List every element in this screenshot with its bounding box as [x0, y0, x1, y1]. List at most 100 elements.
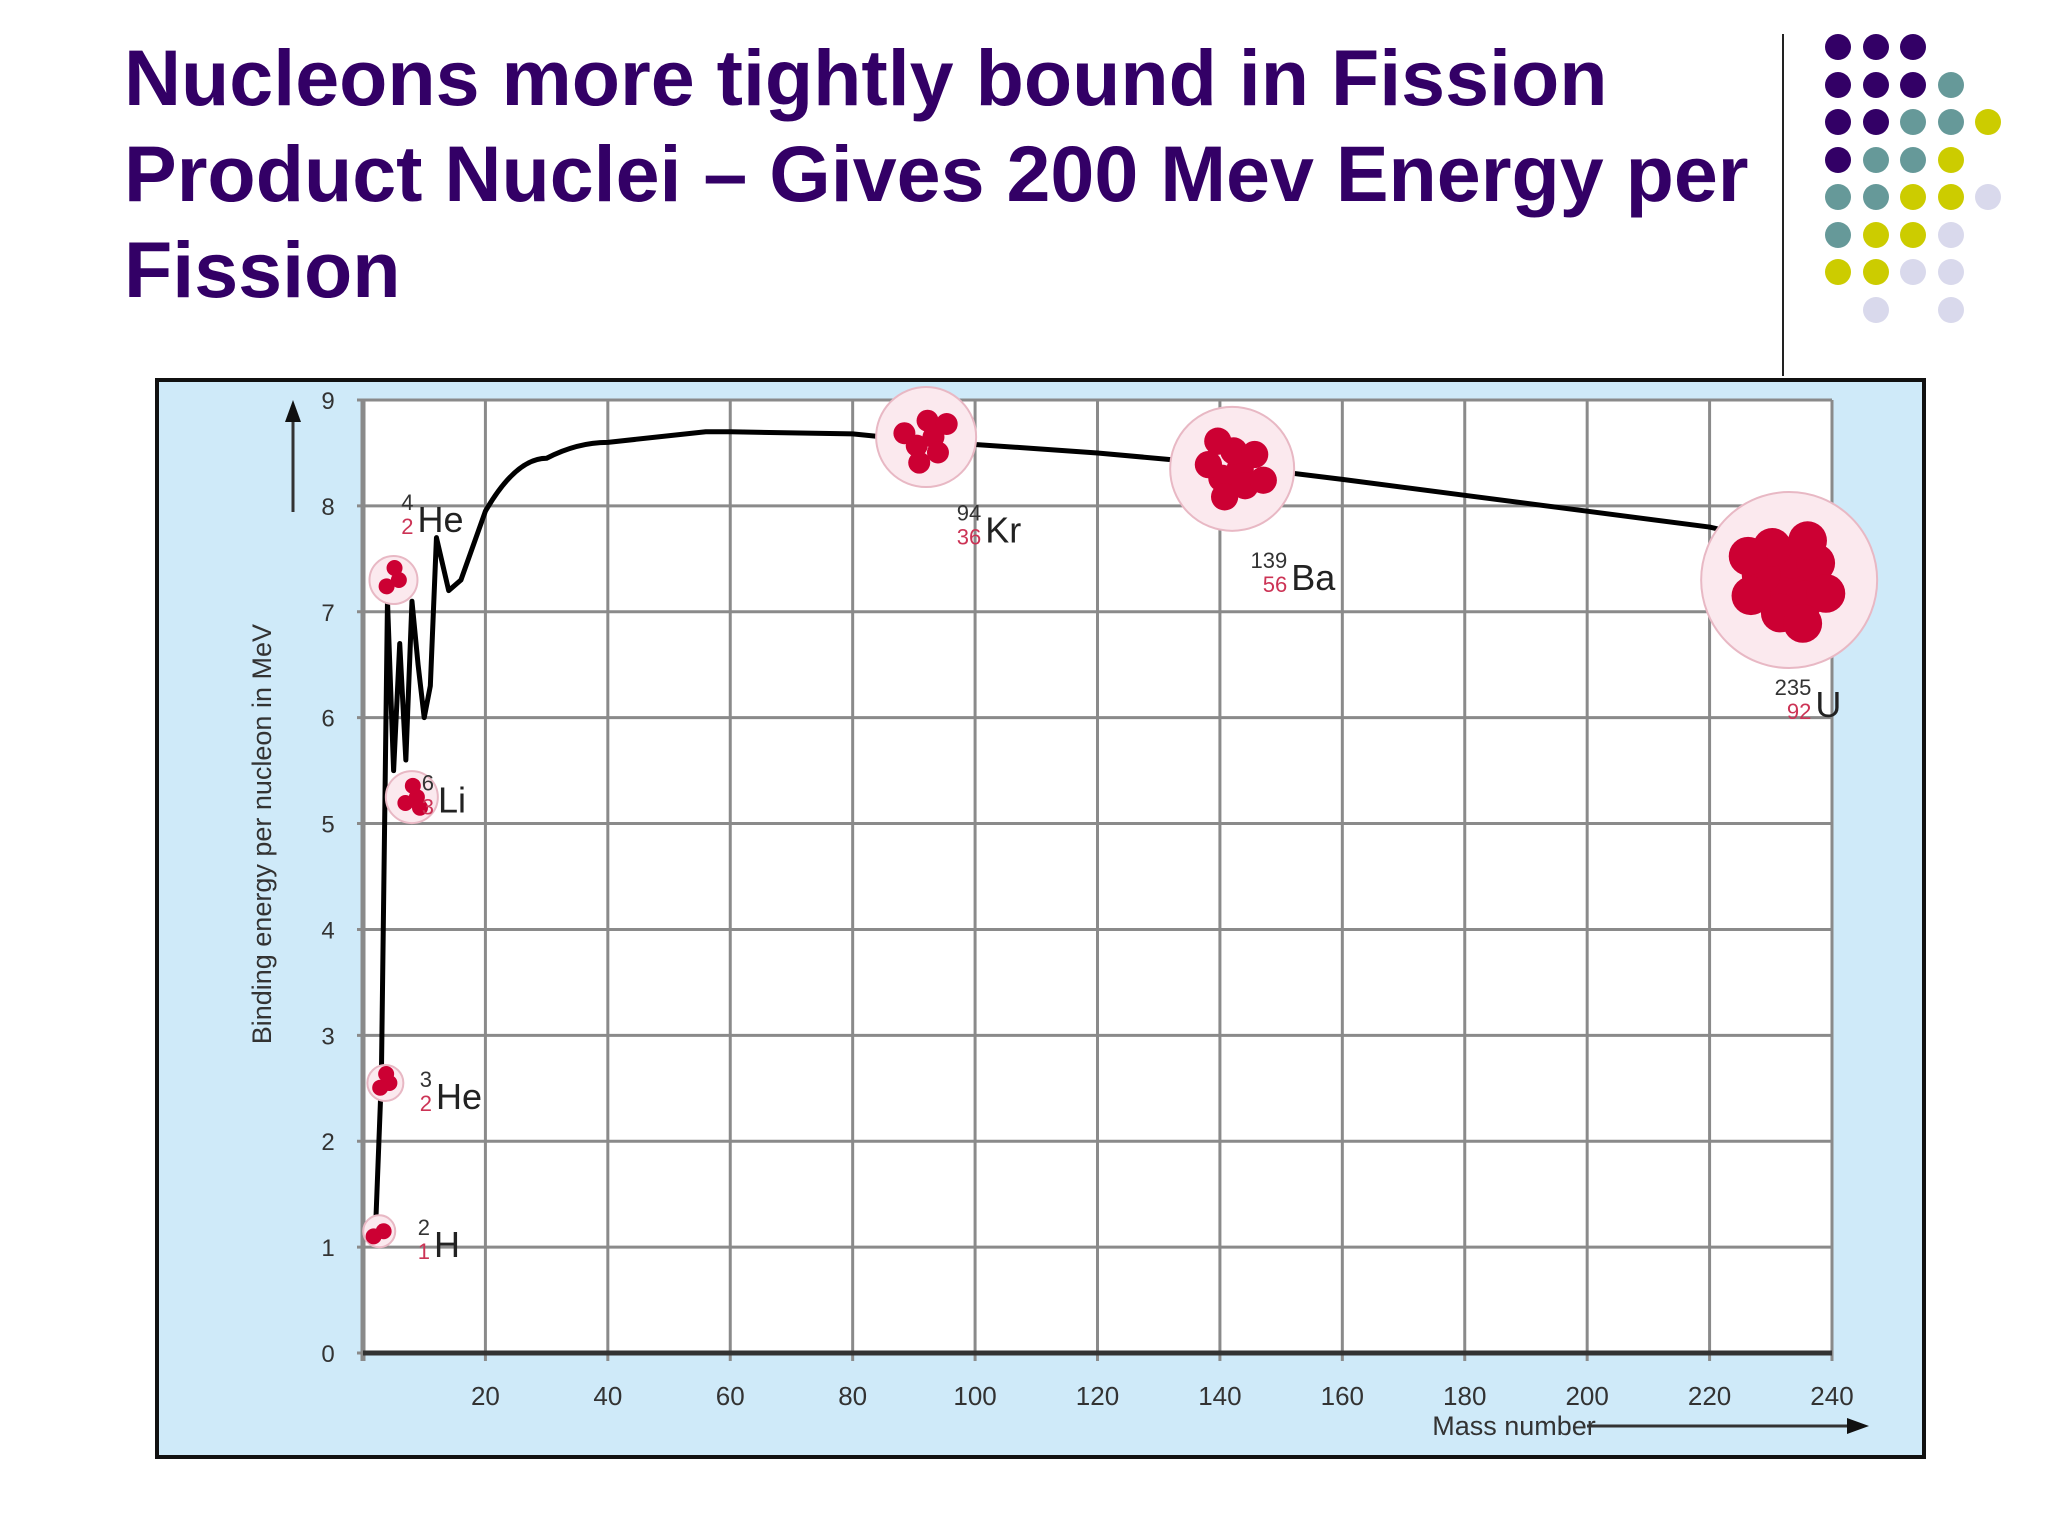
mass-number: 94 [957, 500, 981, 525]
x-tick-label: 240 [1810, 1381, 1853, 1411]
decorative-dot [1900, 184, 1926, 210]
proton [1783, 604, 1823, 643]
y-tick-label: 2 [321, 1129, 334, 1156]
decorative-dot [1975, 184, 2001, 210]
decorative-dot [1862, 184, 1889, 210]
decorative-dot [1937, 146, 1964, 173]
proton [1806, 574, 1846, 613]
atomic-number: 56 [1263, 572, 1287, 597]
atomic-number: 2 [401, 514, 413, 539]
proton [397, 794, 414, 811]
proton [404, 777, 421, 794]
decorative-dot [1937, 259, 1964, 285]
decorative-dot [1937, 109, 1964, 135]
decorative-dot [1937, 71, 1964, 98]
mass-number: 3 [420, 1067, 432, 1092]
y-tick-label: 9 [321, 388, 334, 415]
nucleus-ba-icon [1169, 405, 1296, 532]
decorative-dot [1862, 259, 1889, 285]
decorative-dot [1862, 221, 1889, 248]
mass-number: 6 [422, 770, 434, 795]
proton [1194, 450, 1223, 479]
decorative-dot [1825, 146, 1851, 173]
decorative-dot [1900, 109, 1926, 135]
x-tick-label: 140 [1198, 1381, 1241, 1411]
decorative-dot [1900, 221, 1926, 248]
x-tick-label: 40 [593, 1381, 622, 1411]
nucleus-he4-icon [368, 555, 419, 606]
element-symbol: H [434, 1224, 460, 1265]
element-symbol: He [417, 499, 463, 540]
y-tick-label: 1 [321, 1235, 334, 1262]
decorative-dot [1862, 34, 1889, 60]
decorative-dot [1825, 184, 1851, 210]
nucleus-li-icon [384, 770, 439, 825]
proton [378, 1065, 395, 1082]
y-axis-arrow-icon [285, 400, 301, 422]
x-axis-label: Mass number [1432, 1411, 1596, 1441]
decorative-dot [1937, 296, 1964, 323]
mass-number: 2 [418, 1215, 430, 1240]
x-tick-label: 100 [953, 1381, 996, 1411]
nucleus-h-icon [362, 1214, 397, 1249]
gridlines [357, 398, 1834, 1361]
proton [378, 578, 395, 595]
isotope-label-h-2: 21 H [418, 1215, 460, 1265]
atomic-number: 36 [957, 524, 981, 549]
proton [386, 560, 403, 577]
proton [1241, 440, 1269, 469]
proton [916, 409, 939, 432]
element-symbol: U [1815, 684, 1841, 725]
decorative-dot [1900, 34, 1926, 60]
proton [390, 572, 407, 589]
y-tick-label: 4 [321, 917, 334, 944]
y-axis-label: Binding energy per nucleon in MeV [247, 624, 277, 1044]
proton [411, 799, 428, 816]
atomic-number: 92 [1787, 699, 1811, 724]
isotope-label-li-6: 63 Li [422, 770, 466, 820]
nucleus-kr-icon [875, 386, 978, 489]
title-line-1: Nucleons more tightly bound in Fission [124, 33, 1608, 122]
decorative-dot-grid [1820, 30, 2020, 330]
decorative-dot [1937, 184, 1964, 210]
atomic-number: 2 [420, 1091, 432, 1116]
x-tick-label: 160 [1321, 1381, 1364, 1411]
proton [1210, 483, 1239, 511]
decorative-dot [1862, 109, 1889, 135]
nucleus-u-icon [1700, 491, 1879, 670]
slide-title: Nucleons more tightly bound in Fission P… [124, 30, 1764, 318]
header-divider [1782, 34, 1784, 376]
proton [1731, 576, 1771, 616]
proton [372, 1079, 389, 1096]
y-tick-label: 8 [321, 494, 334, 521]
proton [935, 412, 958, 435]
decorative-dot [1862, 71, 1889, 98]
proton [908, 451, 931, 474]
isotope-label-he-4: 42 He [401, 490, 463, 540]
y-tick-label: 3 [321, 1023, 334, 1050]
x-tick-label: 220 [1688, 1381, 1731, 1411]
y-tick-label: 0 [321, 1341, 334, 1368]
x-tick-label: 20 [471, 1381, 500, 1411]
y-tick-label: 7 [321, 600, 334, 627]
decorative-dot [1862, 296, 1889, 323]
atomic-number: 3 [422, 794, 434, 819]
x-tick-label: 60 [716, 1381, 745, 1411]
decorative-dot [1862, 146, 1889, 173]
decorative-dot [1975, 109, 2001, 135]
proton [1788, 521, 1827, 560]
decorative-dot [1825, 109, 1851, 135]
mass-number: 139 [1251, 548, 1288, 573]
y-tick-label: 6 [321, 706, 334, 733]
proton [1249, 466, 1277, 494]
decorative-dot [1825, 221, 1851, 248]
decorative-dot [1900, 259, 1926, 285]
title-line-2: Product Nuclei – Gives 200 Mev Energy pe… [124, 129, 1749, 218]
proton [1728, 536, 1768, 576]
title-line-3: Fission [124, 225, 401, 314]
decorative-dot [1825, 71, 1851, 98]
decorative-dot [1937, 221, 1964, 248]
x-tick-label: 200 [1565, 1381, 1608, 1411]
